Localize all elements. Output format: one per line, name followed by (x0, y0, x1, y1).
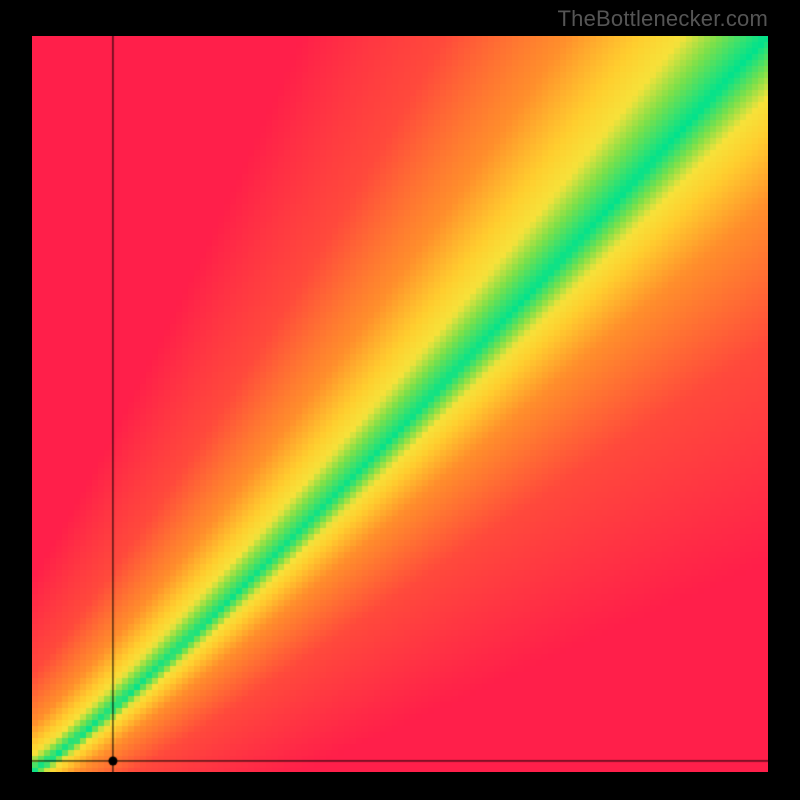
attribution-text: TheBottlenecker.com (558, 6, 768, 32)
bottleneck-heatmap (32, 36, 768, 772)
